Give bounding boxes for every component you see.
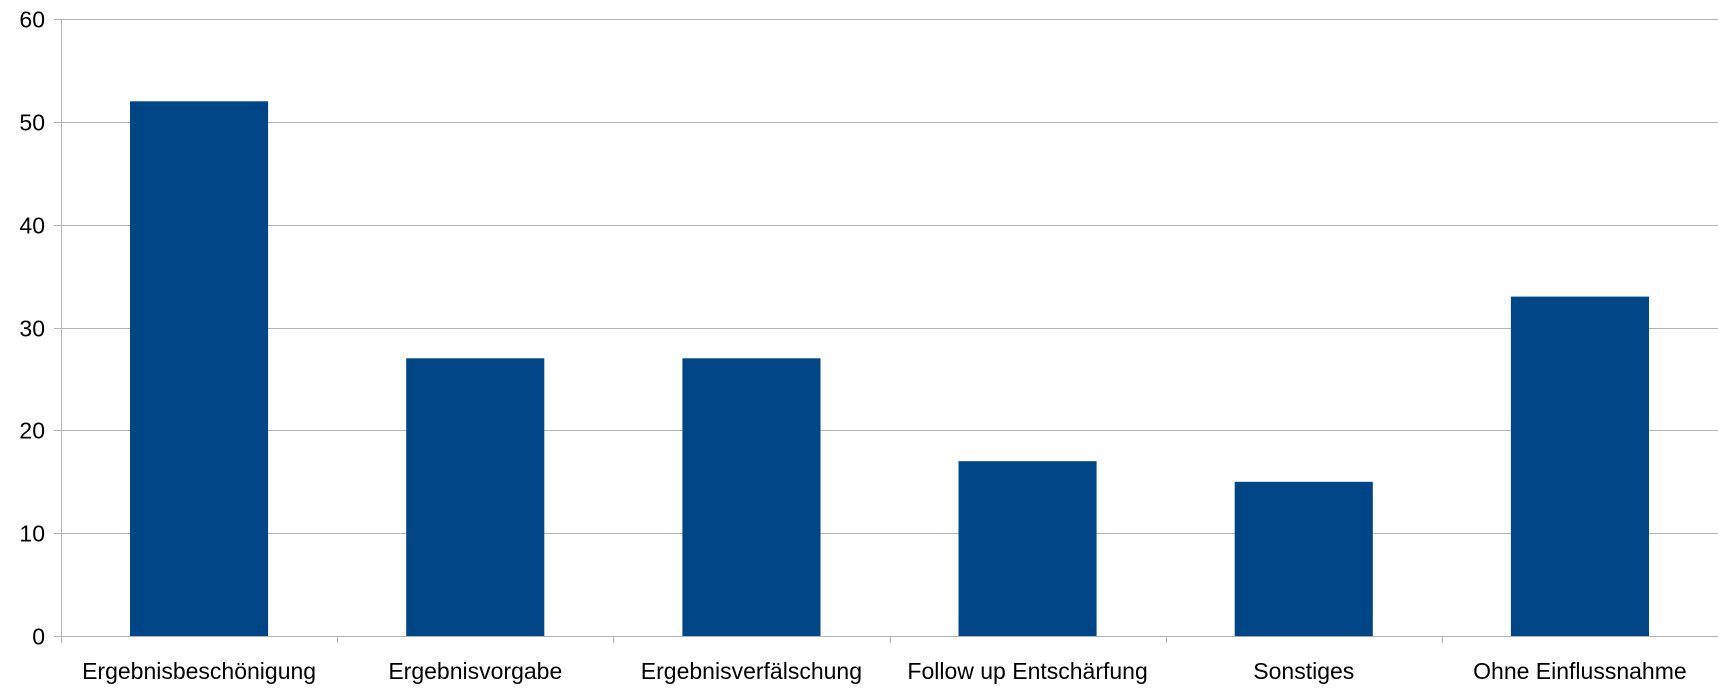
x-tick-label: Follow up Entschärfung bbox=[907, 658, 1147, 684]
y-axis-tick-labels: 0 10 20 30 40 50 60 bbox=[19, 7, 45, 650]
x-tick-label: Ergebnisverfälschung bbox=[641, 658, 862, 684]
x-tick-label: Sonstiges bbox=[1253, 658, 1354, 684]
bar bbox=[1510, 296, 1649, 636]
x-tick-label: Ohne Einflussnahme bbox=[1473, 658, 1687, 684]
axes bbox=[54, 19, 1718, 643]
y-tick-label: 0 bbox=[32, 624, 45, 650]
y-tick-label: 10 bbox=[19, 521, 45, 547]
y-tick-label: 60 bbox=[19, 7, 45, 33]
x-tick-label: Ergebnisvorgabe bbox=[388, 658, 562, 684]
bar bbox=[130, 101, 269, 637]
bar bbox=[682, 358, 821, 636]
bar bbox=[406, 358, 545, 636]
bars bbox=[130, 101, 1649, 637]
y-tick-label: 20 bbox=[19, 418, 45, 444]
bar bbox=[958, 461, 1097, 636]
x-axis-tick-labels: Ergebnisbeschönigung Ergebnisvorgabe Ergeb… bbox=[82, 658, 1687, 684]
x-tick-label: Ergebnisbeschönigung bbox=[82, 658, 316, 684]
gridlines bbox=[61, 19, 1718, 534]
y-tick-label: 40 bbox=[19, 213, 45, 239]
y-tick-label: 30 bbox=[19, 316, 45, 342]
y-tick-label: 50 bbox=[19, 110, 45, 136]
bar bbox=[1234, 481, 1373, 637]
